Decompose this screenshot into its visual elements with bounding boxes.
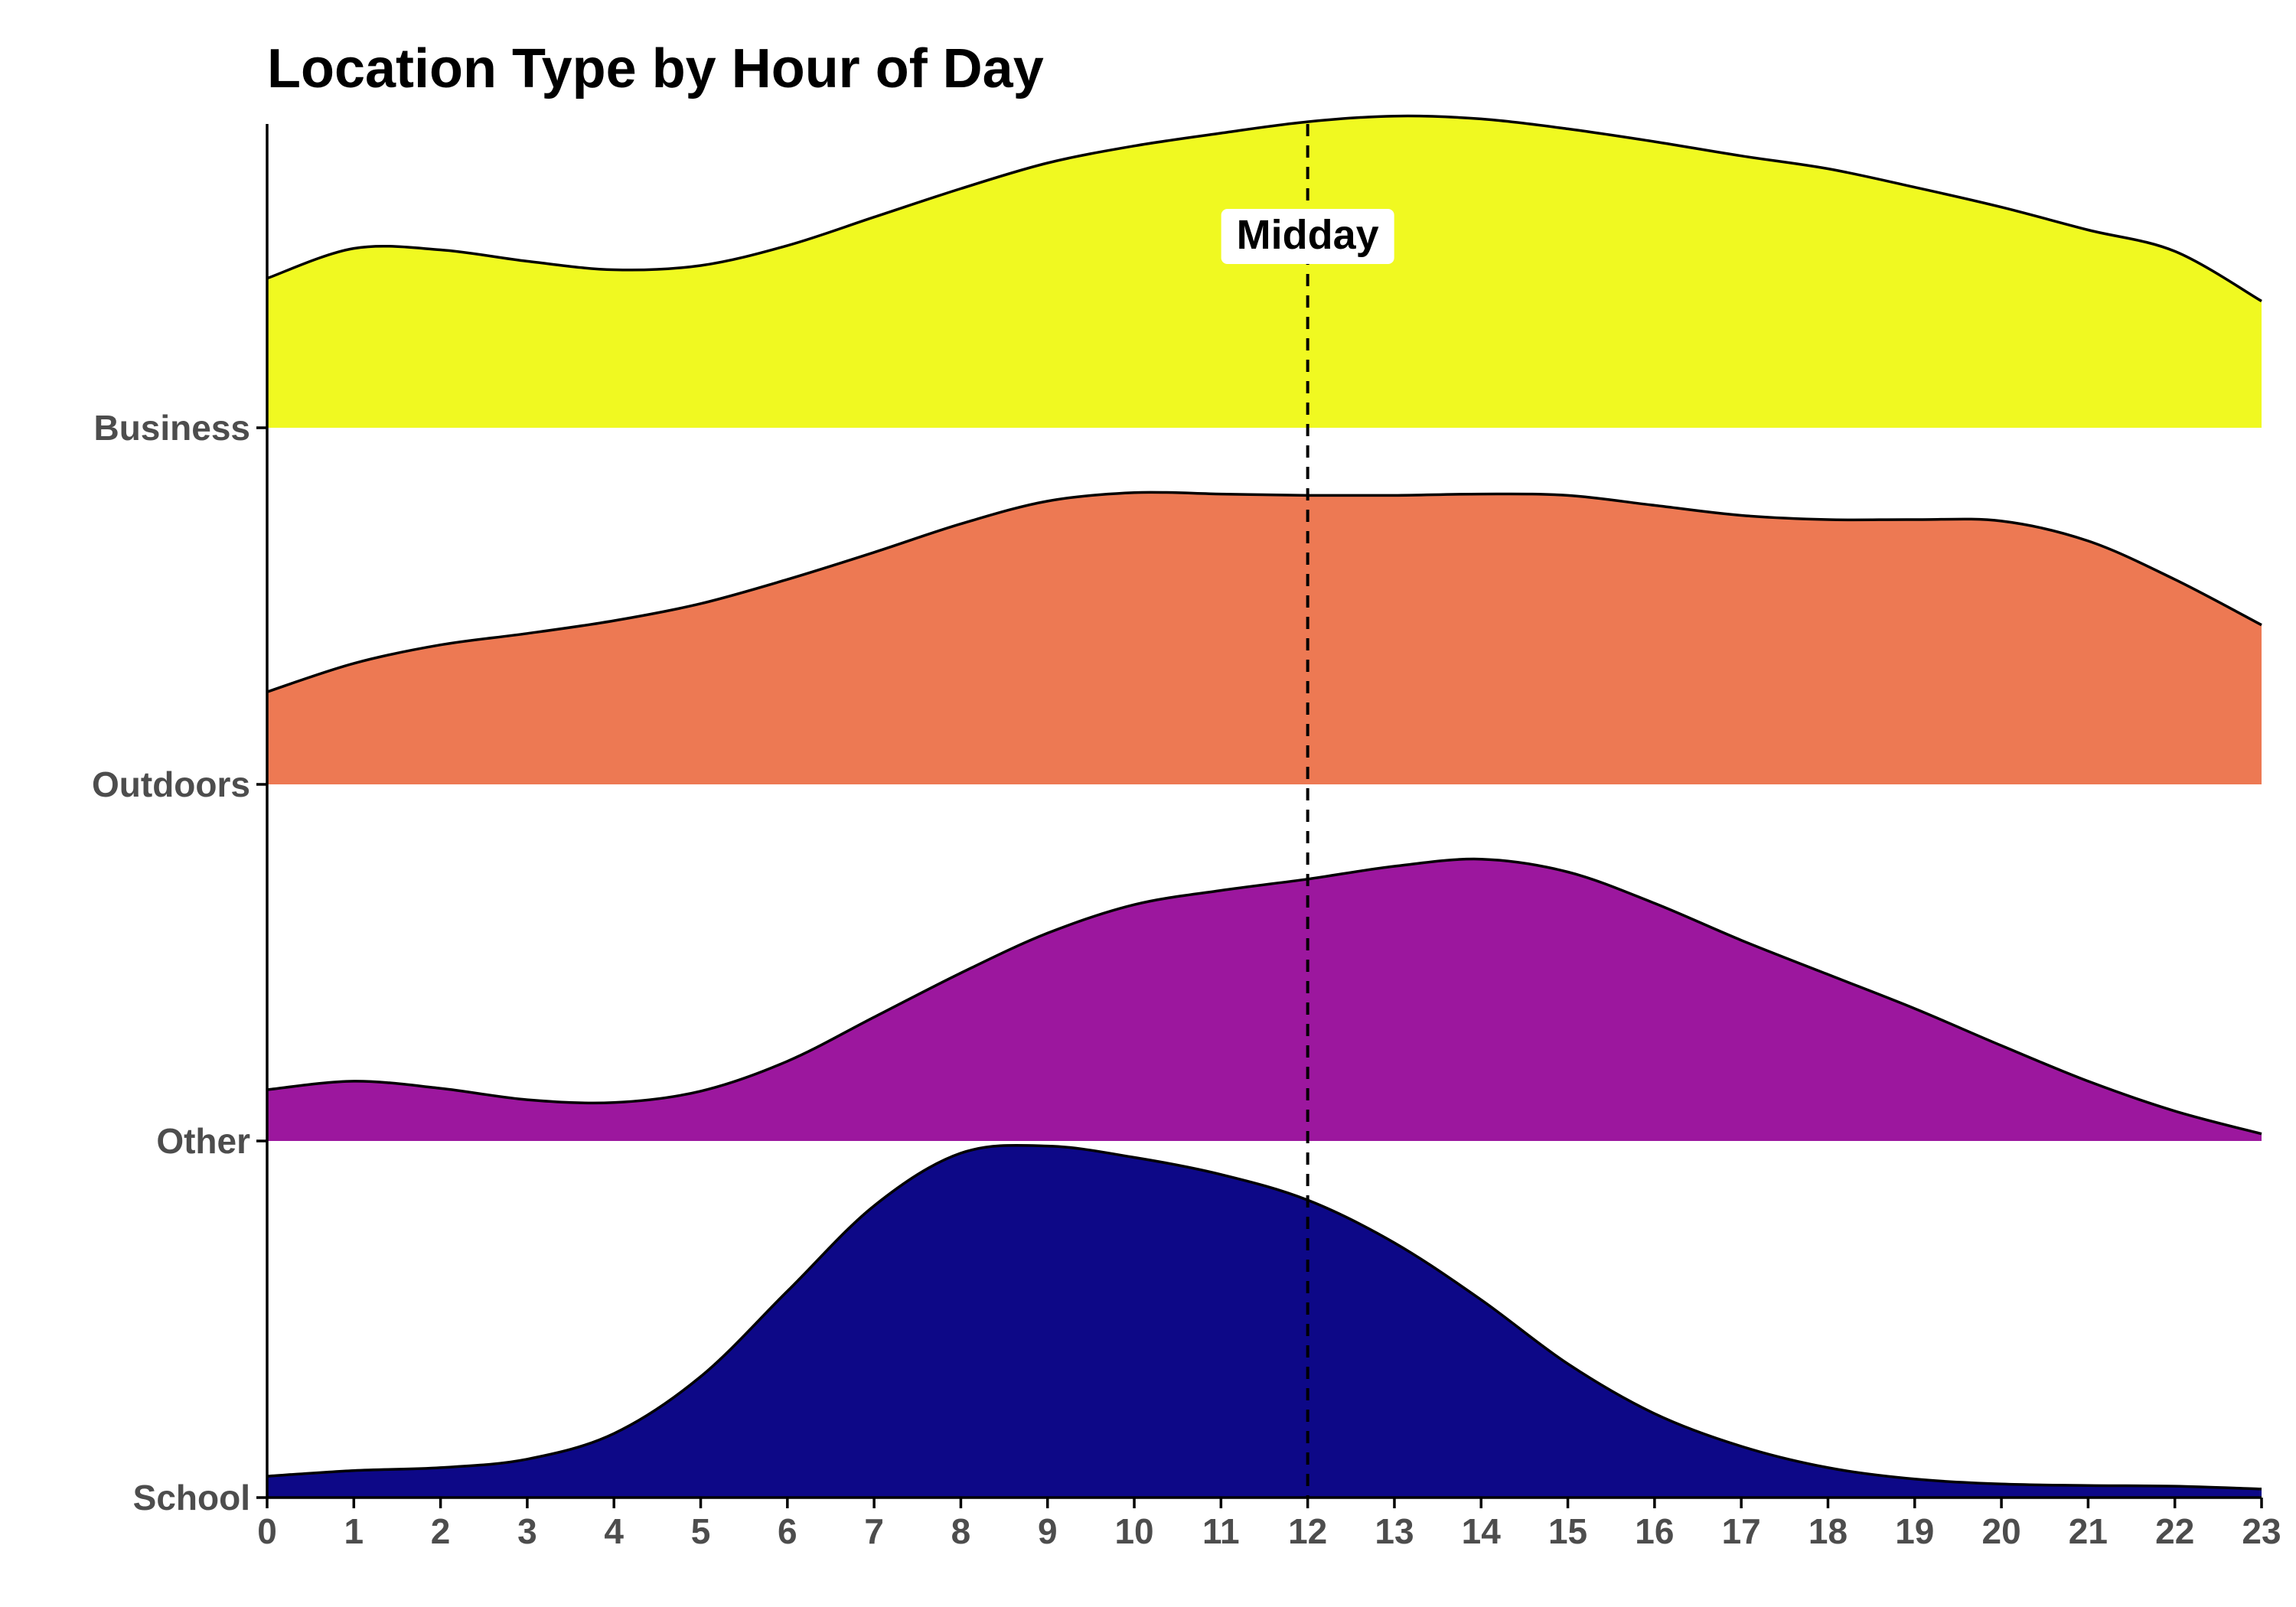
x-tick-label: 4: [604, 1511, 624, 1551]
ridge-area-outdoors: [267, 492, 2262, 784]
x-tick-label: 19: [1895, 1511, 1934, 1551]
x-tick-label: 6: [778, 1511, 797, 1551]
ridge-outline-outdoors: [266, 491, 2262, 693]
x-tick-label: 18: [1808, 1511, 1848, 1551]
x-tick-label: 13: [1375, 1511, 1414, 1551]
x-tick-label: 22: [2155, 1511, 2194, 1551]
chart-title: Location Type by Hour of Day: [267, 38, 1044, 99]
ridge-area-business: [267, 116, 2262, 428]
x-tick-label: 23: [2242, 1511, 2281, 1551]
x-tick-label: 21: [2069, 1511, 2108, 1551]
x-tick-label: 3: [517, 1511, 537, 1551]
x-tick-label: 11: [1202, 1511, 1240, 1551]
annotation-label: Midday: [1237, 212, 1379, 258]
y-tick-label: School: [133, 1478, 250, 1517]
reference-line-layer: Midday: [1221, 124, 1394, 1498]
x-tick-label: 7: [864, 1511, 884, 1551]
ridge-other: [266, 857, 2262, 1141]
x-tick-label: 14: [1462, 1511, 1502, 1551]
x-tick-label: 12: [1288, 1511, 1327, 1551]
x-tick-label: 5: [691, 1511, 711, 1551]
ridges-layer: [266, 114, 2262, 1498]
ridge-school: [266, 1143, 2262, 1498]
ridge-outline-other: [266, 857, 2262, 1136]
x-tick-label: 1: [344, 1511, 364, 1551]
y-tick-label: Business: [93, 408, 250, 448]
x-tick-label: 0: [257, 1511, 277, 1551]
x-tick-label: 16: [1635, 1511, 1674, 1551]
x-tick-label: 20: [1982, 1511, 2021, 1551]
ridge-outline-school: [266, 1143, 2262, 1491]
x-tick-label: 9: [1038, 1511, 1058, 1551]
x-tick-label: 17: [1722, 1511, 1761, 1551]
y-tick-label: Other: [156, 1121, 250, 1161]
annotation-box: [1221, 209, 1394, 264]
ridge-area-school: [267, 1145, 2262, 1498]
x-tick-label: 8: [951, 1511, 971, 1551]
ridge-outline-business: [266, 114, 2262, 303]
x-tick-label: 10: [1114, 1511, 1153, 1551]
ridge-outdoors: [266, 491, 2262, 784]
ridge-business: [266, 114, 2262, 428]
x-tick-label: 15: [1548, 1511, 1587, 1551]
y-tick-label: Outdoors: [92, 764, 250, 804]
x-tick-label: 2: [431, 1511, 451, 1551]
